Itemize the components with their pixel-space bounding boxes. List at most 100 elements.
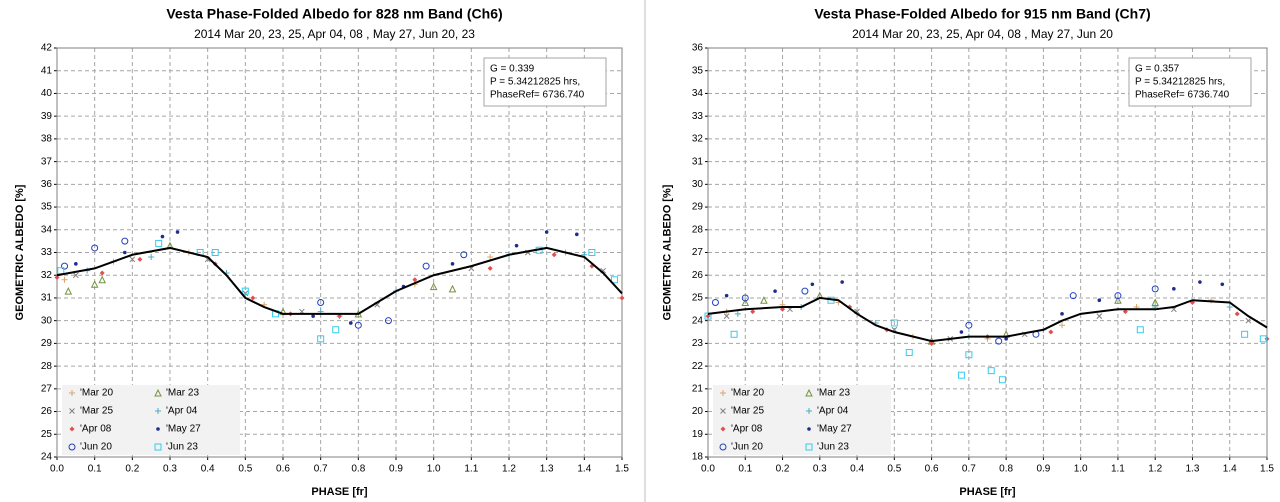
point <box>241 287 249 295</box>
point <box>1151 285 1159 293</box>
x-tick-label: 1.4 <box>577 464 591 475</box>
y-tick-label: 33 <box>692 111 704 122</box>
point <box>610 276 618 284</box>
legend-label: 'Mar 25 <box>80 406 113 417</box>
legend-label: 'Apr 08 <box>731 424 763 435</box>
plot-frame <box>707 47 1268 458</box>
legend-label: 'Jun 20 <box>731 442 763 453</box>
legend-label: 'Apr 04 <box>817 406 849 417</box>
x-tick-label: 0.5 <box>238 464 252 475</box>
annotation-box <box>483 57 607 107</box>
point <box>1136 326 1144 334</box>
chart-title: Vesta Phase-Folded Albedo for 828 nm Ban… <box>166 6 502 22</box>
point <box>74 262 78 266</box>
point <box>929 340 935 346</box>
point <box>250 295 256 301</box>
y-tick-label: 20 <box>692 406 704 417</box>
x-tick-label: 0.1 <box>738 464 752 475</box>
point <box>773 289 777 293</box>
point <box>575 232 579 237</box>
point <box>957 371 965 379</box>
x-tick-label: 0.2 <box>125 464 139 475</box>
point <box>72 272 79 279</box>
y-tick-label: 18 <box>692 452 704 463</box>
point <box>1114 296 1122 304</box>
y-tick-label: 23 <box>692 338 704 349</box>
legend-marker <box>69 408 75 414</box>
y-tick-label: 40 <box>41 88 53 99</box>
point <box>450 262 455 266</box>
legend-marker <box>720 390 726 396</box>
x-tick-label: 1.1 <box>464 464 478 475</box>
annotation-box <box>1128 57 1252 107</box>
y-tick-label: 31 <box>692 156 704 167</box>
point <box>965 351 973 359</box>
annotation: PhaseRef= 6736.740 <box>1135 90 1230 101</box>
point <box>90 280 99 288</box>
point <box>730 330 738 338</box>
point <box>54 274 60 280</box>
point <box>890 319 898 327</box>
x-tick-label: 1.5 <box>1260 464 1274 475</box>
y-tick-label: 26 <box>692 270 704 281</box>
y-tick-label: 42 <box>41 43 53 54</box>
point <box>354 321 362 329</box>
chart-subtitle: 2014 Mar 20, 23, 25, Apr 04, 08 , May 27… <box>852 27 1113 41</box>
point <box>123 250 127 255</box>
point <box>1259 335 1267 343</box>
point <box>422 262 430 270</box>
point <box>91 244 99 252</box>
legend-label: 'Mar 23 <box>166 388 199 399</box>
y-tick-label: 30 <box>692 179 704 190</box>
point <box>1114 292 1122 300</box>
point <box>1234 311 1240 317</box>
legend-label: 'Apr 08 <box>80 424 112 435</box>
point <box>741 298 750 306</box>
point <box>429 282 438 291</box>
point <box>734 310 741 317</box>
y-tick-label: 26 <box>41 406 53 417</box>
x-tick-label: 0.6 <box>276 464 290 475</box>
y-tick-label: 25 <box>41 429 53 440</box>
chart-title: Vesta Phase-Folded Albedo for 915 nm Ban… <box>814 6 1150 22</box>
y-tick-label: 36 <box>41 179 53 190</box>
x-tick-label: 1.3 <box>1186 464 1200 475</box>
point <box>1245 317 1252 324</box>
point <box>1198 280 1202 284</box>
x-tick-label: 0.4 <box>201 464 215 475</box>
y-axis-label: GEOMETRIC ALBEDO [%] <box>14 184 26 320</box>
fit-line <box>56 246 623 315</box>
legend-label: 'Mar 20 <box>80 388 113 399</box>
point <box>1264 336 1270 342</box>
point <box>99 270 105 276</box>
point <box>741 294 749 302</box>
point <box>705 313 711 319</box>
y-tick-label: 24 <box>692 315 704 326</box>
point <box>311 314 315 318</box>
x-tick-label: 0.7 <box>962 464 976 475</box>
point <box>905 348 913 356</box>
point <box>544 230 549 234</box>
point <box>64 287 73 295</box>
point <box>987 367 995 375</box>
legend-marker <box>720 408 726 414</box>
point <box>810 282 815 287</box>
y-tick-label: 35 <box>692 65 704 76</box>
y-tick-label: 27 <box>41 383 53 394</box>
y-tick-label: 21 <box>692 383 704 394</box>
point <box>995 337 1003 345</box>
y-tick-label: 41 <box>41 65 53 76</box>
point <box>1241 330 1249 338</box>
x-axis-label: PHASE [fr] <box>959 486 1016 498</box>
y-tick-label: 32 <box>41 270 53 281</box>
legend-marker <box>154 388 162 397</box>
legend-label: 'Mar 25 <box>731 406 764 417</box>
x-tick-label: 0.2 <box>776 464 790 475</box>
legend-label: 'Apr 04 <box>166 406 198 417</box>
y-tick-label: 29 <box>41 338 53 349</box>
x-tick-label: 0.8 <box>999 464 1013 475</box>
legend-marker <box>155 408 161 414</box>
point <box>840 280 844 284</box>
point <box>211 249 219 256</box>
point <box>349 321 353 325</box>
